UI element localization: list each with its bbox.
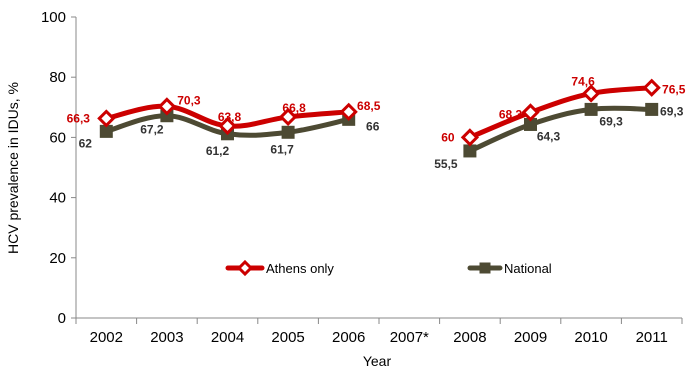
legend-item: National [467, 261, 552, 276]
data-point [581, 84, 601, 103]
x-tick-label: 2009 [514, 329, 547, 346]
data-labels: 66,3 70,3 63,8 66,8 68,5 60 68,3 74,6 76,5 62 67,2… [67, 74, 686, 170]
y-tick-label: 20 [49, 250, 66, 267]
x-tick-label: 2003 [150, 329, 183, 346]
data-point [339, 102, 358, 121]
legend-marker [479, 262, 491, 274]
x-tick-label: 2007* [390, 329, 429, 346]
data-label: 66 [366, 119, 380, 133]
data-label: 69,3 [660, 104, 684, 118]
data-point [584, 102, 598, 116]
data-label: 64,3 [537, 129, 561, 143]
legend-item: Athens only [225, 259, 334, 277]
x-axis: 2002 2003 2004 2005 2006 2007* 2008 2009 2010 201… [75, 317, 683, 346]
y-axis-title: HCV prevalence in IDUs, % [5, 82, 21, 254]
series-layer [97, 78, 661, 158]
data-point [218, 116, 237, 136]
y-axis: 0 20 40 60 80 100 [41, 9, 77, 327]
data-label: 55,5 [434, 157, 458, 171]
data-label: 61,2 [206, 144, 230, 158]
y-tick-label: 100 [41, 9, 66, 26]
x-tick-label: 2002 [90, 329, 123, 346]
x-tick-label: 2011 [636, 329, 668, 346]
data-label: 66,8 [282, 101, 306, 115]
data-label: 68,5 [357, 99, 381, 113]
legend-label: Athens only [266, 261, 334, 276]
data-label: 68,3 [499, 107, 523, 121]
data-point [157, 97, 177, 116]
series-line [467, 105, 655, 154]
data-point [281, 125, 295, 139]
legend-marker [236, 259, 254, 277]
y-tick-label: 0 [58, 310, 66, 327]
series-athens-only [97, 78, 661, 147]
data-label: 60 [441, 130, 455, 144]
y-tick-label: 40 [49, 190, 66, 207]
data-label: 62 [79, 136, 93, 150]
data-point [645, 102, 659, 116]
data-label: 76,5 [662, 83, 686, 97]
data-label: 63,8 [218, 110, 242, 124]
data-point [97, 109, 116, 128]
data-label: 70,3 [177, 93, 201, 107]
x-axis-title: Year [363, 353, 392, 369]
legend-label: National [504, 261, 552, 276]
data-point [521, 103, 540, 122]
x-tick-label: 2010 [574, 329, 607, 346]
data-point [463, 144, 477, 158]
data-point [278, 107, 298, 127]
x-tick-label: 2004 [211, 329, 244, 346]
data-label: 66,3 [67, 111, 91, 125]
data-label: 69,3 [599, 114, 623, 128]
data-point [460, 128, 480, 147]
data-label: 67,2 [140, 123, 164, 137]
series-line [467, 85, 655, 140]
x-tick-label: 2006 [332, 329, 365, 346]
legend: Athens only National [225, 259, 552, 277]
data-label: 61,7 [270, 142, 294, 156]
data-point [642, 78, 661, 97]
y-tick-label: 80 [49, 69, 66, 86]
x-tick-label: 2005 [271, 329, 304, 346]
x-tick-label: 2008 [453, 329, 486, 346]
data-label: 74,6 [571, 74, 595, 88]
y-tick-label: 60 [49, 129, 66, 146]
